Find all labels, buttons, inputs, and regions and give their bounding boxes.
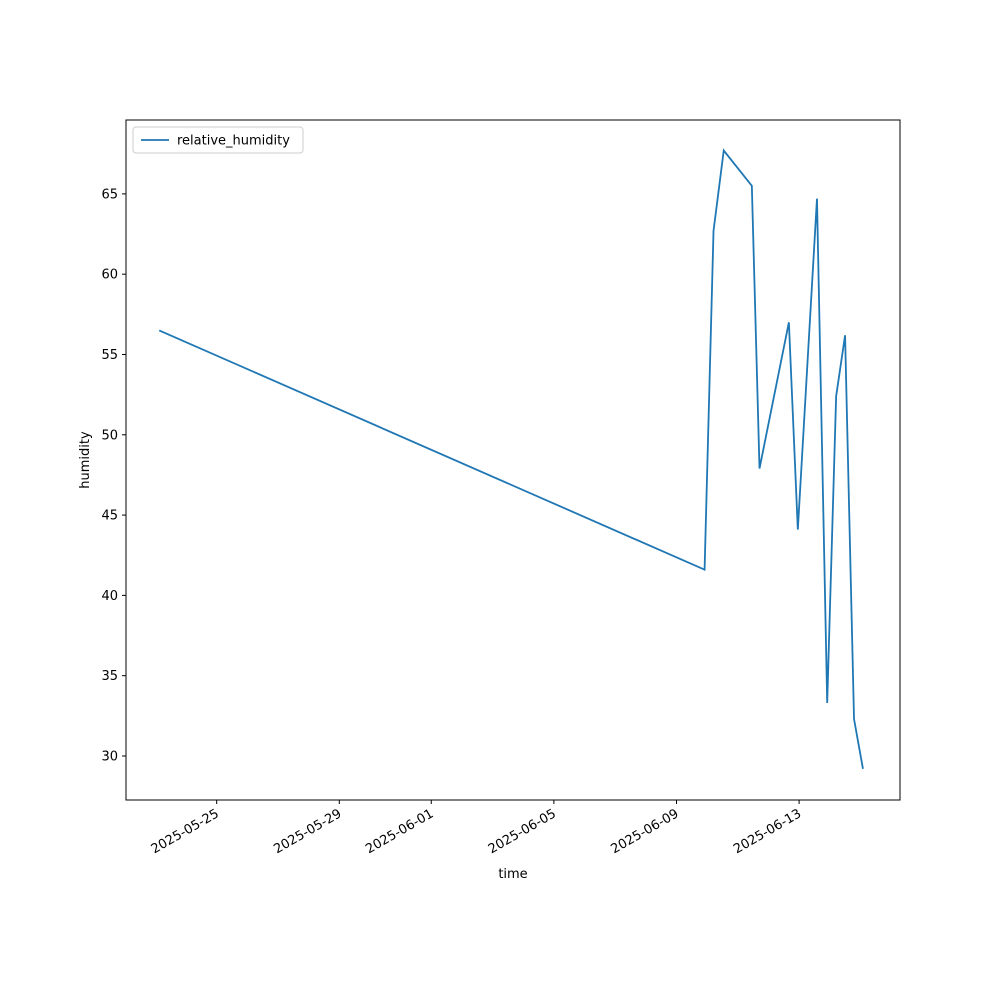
legend-label: relative_humidity [177, 134, 290, 149]
y-tick-label: 50 [101, 428, 118, 443]
plot-frame [125, 119, 901, 801]
y-axis-label: humidity [78, 431, 93, 489]
y-tick-label: 30 [101, 749, 118, 764]
x-tick-label: 2025-05-25 [149, 806, 222, 857]
x-tick-label: 2025-05-29 [271, 806, 344, 857]
y-tick-label: 40 [101, 589, 118, 604]
y-tick-label: 55 [101, 348, 118, 363]
legend-box [132, 126, 304, 154]
x-tick-label: 2025-06-13 [731, 806, 804, 857]
y-tick-label: 35 [101, 669, 118, 684]
x-tick-label: 2025-06-05 [486, 806, 559, 857]
y-tick-label: 45 [101, 509, 118, 524]
y-tick-label: 60 [101, 268, 118, 283]
data-line [158, 148, 864, 770]
x-tick-label: 2025-06-09 [609, 806, 682, 857]
x-axis-label: time [498, 867, 527, 882]
y-tick-label: 65 [101, 187, 118, 202]
x-tick-label: 2025-06-01 [363, 806, 436, 857]
